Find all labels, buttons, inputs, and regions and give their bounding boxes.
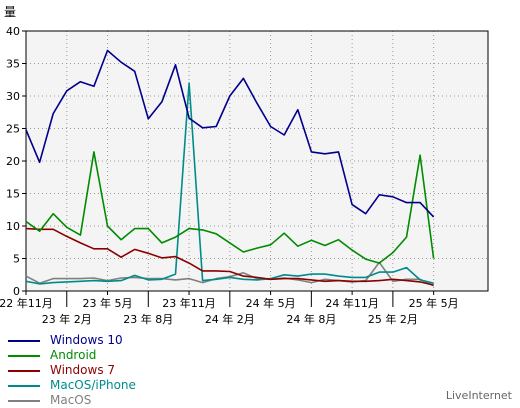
legend-label: MacOS — [50, 393, 92, 407]
axes: 0 5 10 15 20 25 30 35 40 22 年11月 23 年 2月 23 年 5月 23 … — [0, 25, 489, 326]
x-tick-label: 23 年 8月 — [123, 312, 173, 326]
grid-lines — [26, 31, 488, 291]
x-tick-label: 23 年11月 — [162, 296, 216, 310]
legend-swatch — [8, 355, 40, 357]
y-tick-label: 20 — [6, 155, 20, 168]
x-tick-label: 23 年 2月 — [42, 312, 92, 326]
legend-label: Windows 7 — [50, 363, 116, 377]
legend-label: MacOS/iPhone — [50, 378, 136, 392]
legend: Windows 10 Android Windows 7 MacOS/iPhone Ma… — [8, 333, 136, 408]
y-tick-label: 40 — [6, 25, 20, 38]
legend-item: Windows 7 — [8, 363, 136, 378]
y-tick-label: 15 — [6, 188, 20, 201]
chart-svg: 0 5 10 15 20 25 30 35 40 22 年11月 23 年 2月 23 年 5月 23 … — [0, 5, 489, 326]
legend-item: MacOS — [8, 393, 136, 408]
x-tick-label: 24 年 5月 — [246, 296, 296, 310]
y-tick-label: 30 — [6, 90, 20, 103]
x-tick-label: 25 年 5月 — [409, 296, 459, 310]
y-tick-label: 10 — [6, 220, 20, 233]
legend-swatch — [8, 400, 40, 402]
y-tick-label: 35 — [6, 58, 20, 71]
legend-swatch — [8, 385, 40, 387]
series-line-android — [25, 151, 435, 264]
x-tick-label: 22 年11月 — [0, 296, 53, 310]
x-tick-label: 24 年 8月 — [286, 312, 336, 326]
x-tick-label: 23 年 5月 — [83, 296, 133, 310]
legend-item: MacOS/iPhone — [8, 378, 136, 393]
source-credit: LiveInternet — [445, 389, 512, 402]
legend-item: Android — [8, 348, 136, 363]
plot-frame — [25, 30, 489, 292]
legend-swatch — [8, 370, 40, 372]
y-tick-label: 25 — [6, 123, 20, 136]
x-tick-label: 25 年 2月 — [368, 312, 418, 326]
series-lines — [25, 49, 435, 287]
legend-label: Android — [50, 348, 97, 362]
x-tick-label: 24 年 2月 — [205, 312, 255, 326]
x-tick-label: 24 年11月 — [325, 296, 379, 310]
series-line-macos-iphone — [25, 82, 434, 285]
y-tick-label: 5 — [13, 253, 20, 266]
y-tick-label: 0 — [13, 285, 20, 298]
series-line-windows-10 — [25, 49, 435, 218]
legend-label: Windows 10 — [50, 333, 123, 347]
y-axis-label: 量 — [4, 5, 16, 19]
series-line-windows-7 — [25, 227, 434, 286]
legend-swatch — [8, 340, 40, 342]
legend-item: Windows 10 — [8, 333, 136, 348]
